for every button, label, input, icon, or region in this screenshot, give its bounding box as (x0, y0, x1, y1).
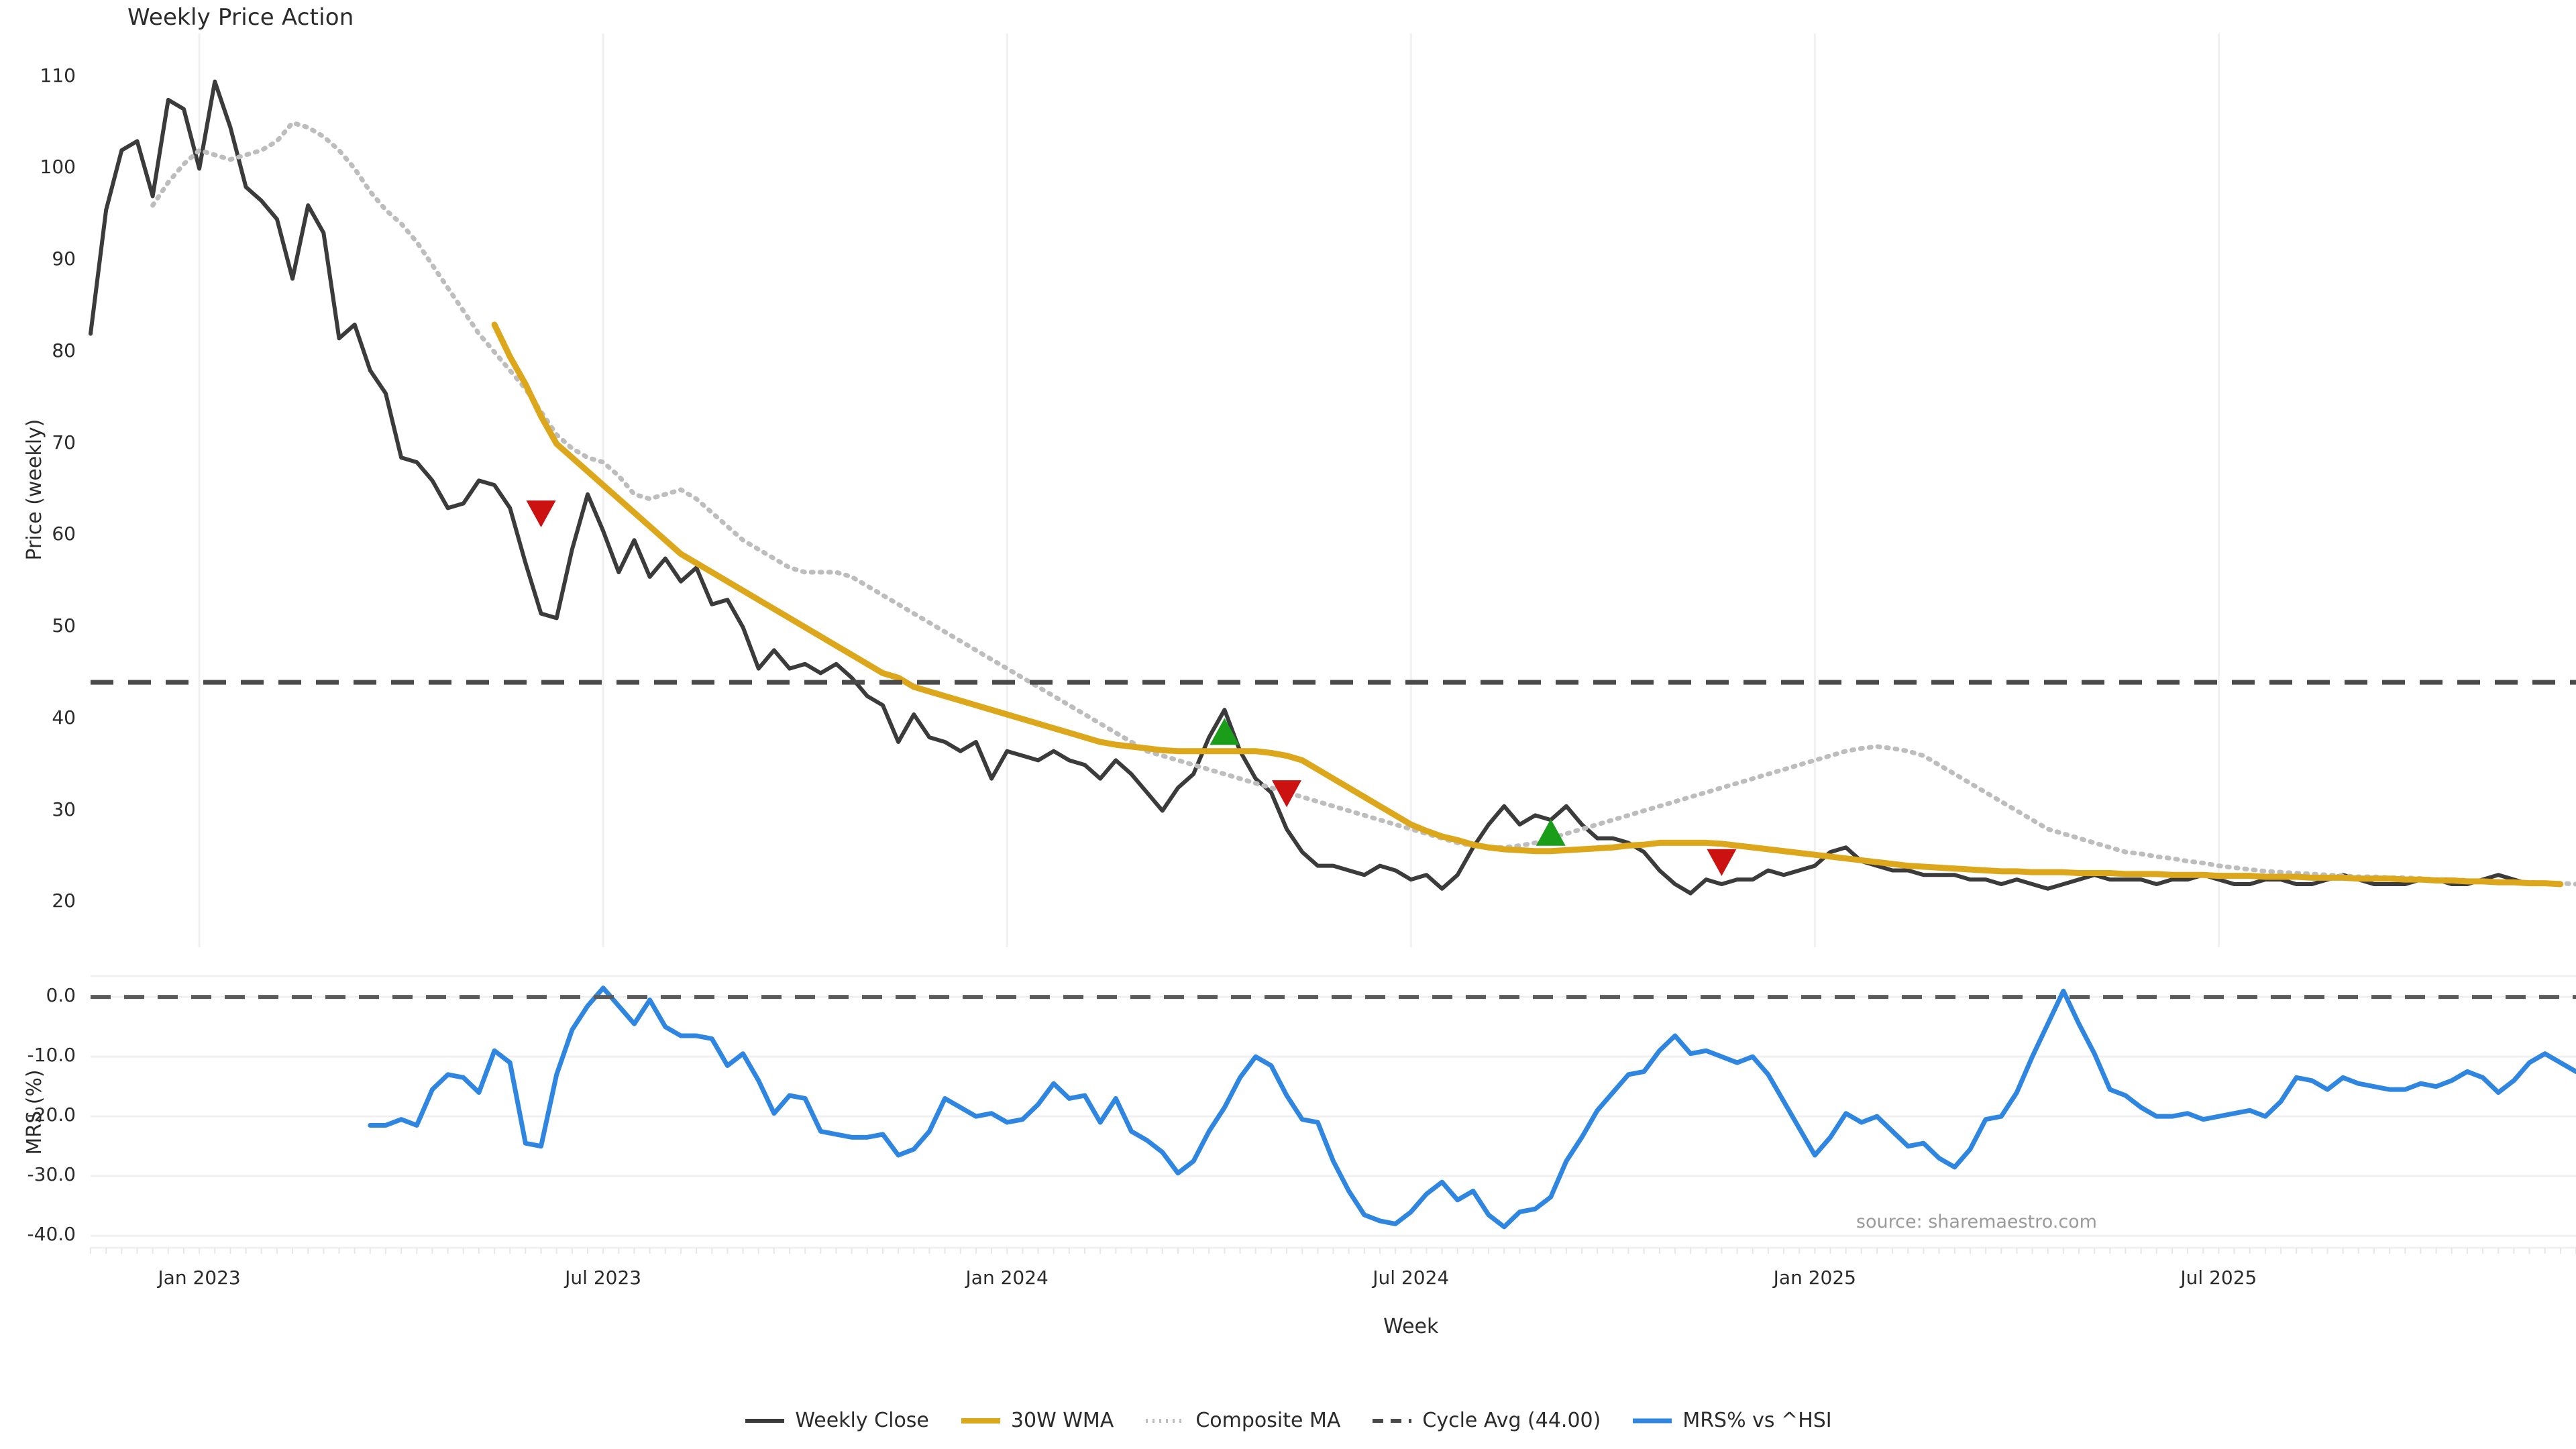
solid-line-swatch (1633, 1418, 1672, 1423)
dotted-line-swatch (1146, 1418, 1185, 1423)
legend-item[interactable]: 30W WMA (960, 1409, 1114, 1432)
y-tick-label-mrs: 0.0 (46, 984, 76, 1007)
y-tick-label-price: 90 (52, 248, 76, 270)
y-axis-label-price: Price (weekly) (23, 419, 46, 561)
series-line-weekly-close (89, 79, 2563, 896)
buy-signal-marker-icon[interactable] (1210, 718, 1240, 745)
y-tick-label-price: 110 (40, 64, 76, 87)
page-title: Weekly Price Action (127, 4, 354, 31)
x-axis-label: Week (1383, 1315, 1439, 1338)
series-line-30w-wma (491, 321, 2564, 888)
y-tick-label-price: 60 (52, 523, 76, 545)
y-tick-label-mrs: -20.0 (27, 1104, 76, 1126)
y-tick-label-price: 30 (52, 798, 76, 820)
x-tick-label: Jan 2023 (158, 1267, 241, 1289)
x-tick-label: Jul 2025 (2180, 1267, 2257, 1289)
y-tick-label-price: 40 (52, 706, 76, 729)
y-tick-label-price: 100 (40, 156, 76, 178)
legend-item-label: Weekly Close (795, 1409, 929, 1432)
sell-signal-marker-icon[interactable] (1272, 780, 1302, 808)
y-tick-label-price: 20 (52, 890, 76, 912)
y-tick-label-price: 70 (52, 431, 76, 453)
x-tick-label: Jan 2025 (1773, 1267, 1856, 1289)
solid-line-swatch (961, 1417, 1000, 1424)
legend-item[interactable]: Weekly Close (744, 1409, 929, 1432)
x-tick-label: Jan 2024 (965, 1267, 1049, 1289)
buy-signal-marker-icon[interactable] (1536, 818, 1566, 846)
series-line-composite-ma (150, 120, 2576, 887)
sell-signal-marker-icon[interactable] (526, 500, 556, 528)
x-tick-label: Jul 2024 (1373, 1267, 1450, 1289)
solid-line-swatch (745, 1418, 785, 1423)
legend-item[interactable]: MRS% vs ^HSI (1631, 1409, 1832, 1432)
y-tick-label-mrs: -10.0 (27, 1044, 76, 1067)
y-tick-label-price: 50 (52, 614, 76, 637)
legend-item[interactable]: Cycle Avg (44.00) (1371, 1409, 1601, 1432)
sell-signal-marker-icon[interactable] (1707, 849, 1737, 876)
y-tick-label-mrs: -40.0 (27, 1223, 76, 1246)
source-attribution: source: sharemaestro.com (1856, 1212, 2097, 1232)
y-tick-label-mrs: -30.0 (27, 1163, 76, 1186)
legend-item[interactable]: Composite MA (1144, 1409, 1340, 1432)
legend-item-label: MRS% vs ^HSI (1682, 1409, 1832, 1432)
dashed-line-swatch (1373, 1418, 1412, 1423)
legend-item-label: 30W WMA (1010, 1409, 1114, 1432)
x-tick-label: Jul 2023 (565, 1267, 642, 1289)
chart-legend: Weekly Close 30W WMA Composite MA Cycle Avg… (0, 1409, 2576, 1432)
y-tick-label-price: 80 (52, 339, 76, 362)
series-line-mrs-vs-hsi (368, 985, 2576, 1230)
legend-item-label: Composite MA (1195, 1409, 1341, 1432)
legend-item-label: Cycle Avg (44.00) (1422, 1409, 1601, 1432)
